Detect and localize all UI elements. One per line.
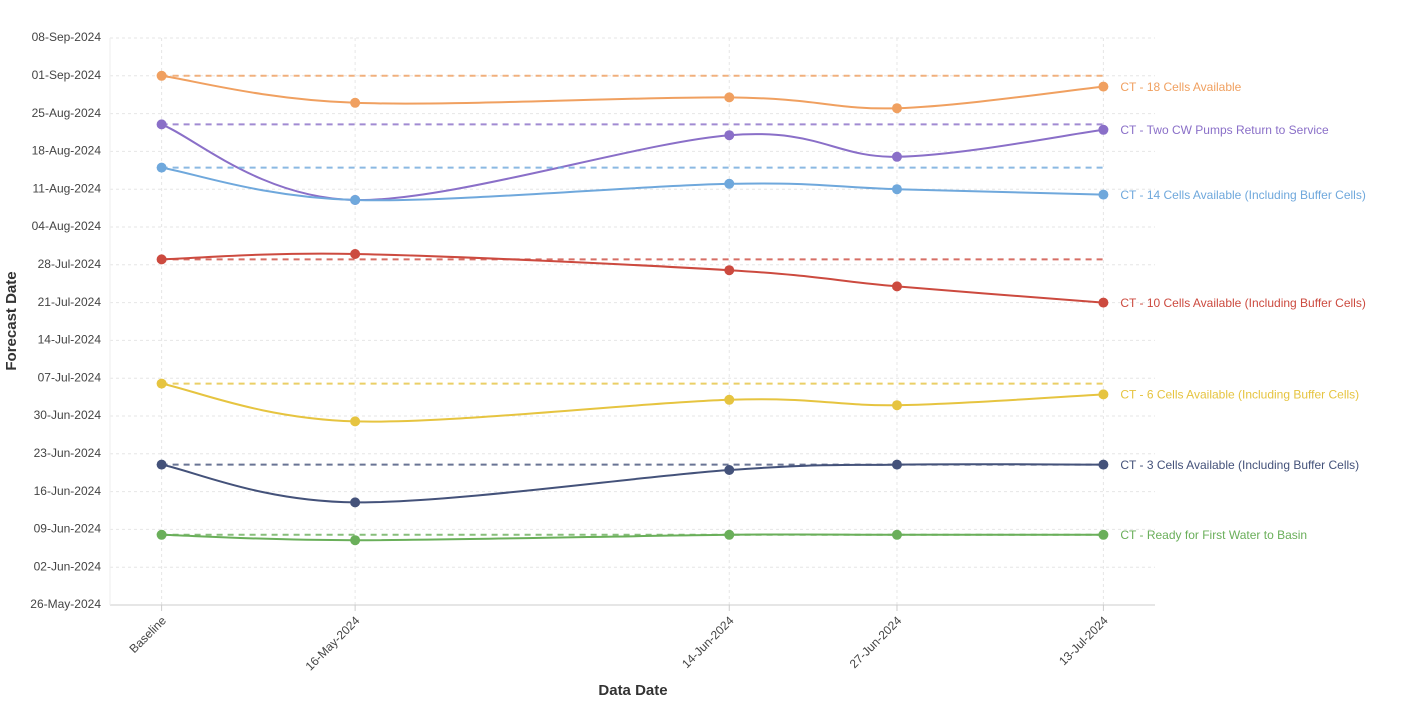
point <box>156 254 167 265</box>
point <box>156 70 167 81</box>
point <box>156 378 167 389</box>
y-tick-label: 11-Aug-2024 <box>33 181 102 195</box>
y-tick-label: 26-May-2024 <box>30 597 101 611</box>
series-line <box>161 382 1104 423</box>
point <box>1098 529 1109 540</box>
y-tick-label: 01-Sep-2024 <box>32 68 102 82</box>
x-tick-label: Baseline <box>127 613 170 656</box>
point <box>724 465 735 475</box>
series-label: CT - 3 Cells Available (Including Buffer… <box>1120 458 1359 472</box>
y-tick-label: 30-Jun-2024 <box>34 408 102 422</box>
x-tick-label: 27-Jun-2024 <box>847 613 905 671</box>
y-tick-label: 14-Jul-2024 <box>38 333 102 347</box>
point <box>891 281 902 292</box>
point <box>350 535 361 546</box>
y-tick-label: 04-Aug-2024 <box>32 219 102 233</box>
point <box>350 416 361 427</box>
point <box>724 92 735 103</box>
point <box>891 459 902 470</box>
series-line <box>161 166 1104 202</box>
point <box>891 103 902 114</box>
point <box>1098 189 1109 200</box>
point <box>724 178 735 189</box>
point <box>350 249 361 259</box>
point <box>724 265 735 276</box>
series-label: CT - 10 Cells Available (Including Buffe… <box>1120 296 1365 310</box>
y-tick-label: 07-Jul-2024 <box>38 370 102 384</box>
series-line <box>161 252 1104 304</box>
y-tick-label: 02-Jun-2024 <box>34 559 102 573</box>
point <box>350 497 361 508</box>
series-label: CT - Two CW Pumps Return to Service <box>1120 123 1329 137</box>
point <box>1098 297 1109 308</box>
point <box>891 184 902 195</box>
series-line <box>161 74 1104 110</box>
y-tick-label: 25-Aug-2024 <box>32 106 102 120</box>
series-line <box>161 123 1104 202</box>
y-tick-label: 18-Aug-2024 <box>32 144 102 158</box>
series-label: CT - Ready for First Water to Basin <box>1120 528 1307 542</box>
point <box>156 459 167 470</box>
series-label: CT - 18 Cells Available <box>1120 80 1241 94</box>
point <box>350 97 361 108</box>
point <box>156 162 167 173</box>
y-tick-label: 28-Jul-2024 <box>38 257 102 271</box>
y-tick-label: 16-Jun-2024 <box>34 484 102 498</box>
y-tick-label: 08-Sep-2024 <box>32 30 102 44</box>
x-tick-label: 16-May-2024 <box>303 613 363 673</box>
point <box>1098 81 1109 92</box>
y-tick-label: 23-Jun-2024 <box>34 446 102 460</box>
point <box>156 529 167 540</box>
point <box>724 529 735 540</box>
series-label: CT - 6 Cells Available (Including Buffer… <box>1120 388 1359 402</box>
y-tick-label: 09-Jun-2024 <box>34 522 102 536</box>
point <box>1098 124 1109 135</box>
x-axis-title: Data Date <box>598 682 667 699</box>
point <box>724 130 735 141</box>
x-tick-label: 13-Jul-2024 <box>1056 613 1111 668</box>
x-tick-label: 14-Jun-2024 <box>679 613 737 671</box>
y-axis-title: Forecast Date <box>3 271 20 370</box>
point <box>891 529 902 540</box>
point <box>350 195 361 205</box>
point <box>1098 389 1109 400</box>
series-line <box>161 463 1104 504</box>
series-label: CT - 14 Cells Available (Including Buffe… <box>1120 188 1365 202</box>
point <box>724 394 735 405</box>
point <box>156 119 167 130</box>
y-tick-label: 21-Jul-2024 <box>38 295 102 309</box>
point <box>1098 459 1109 470</box>
point <box>891 151 902 162</box>
series-line <box>161 533 1104 542</box>
point <box>891 400 902 411</box>
